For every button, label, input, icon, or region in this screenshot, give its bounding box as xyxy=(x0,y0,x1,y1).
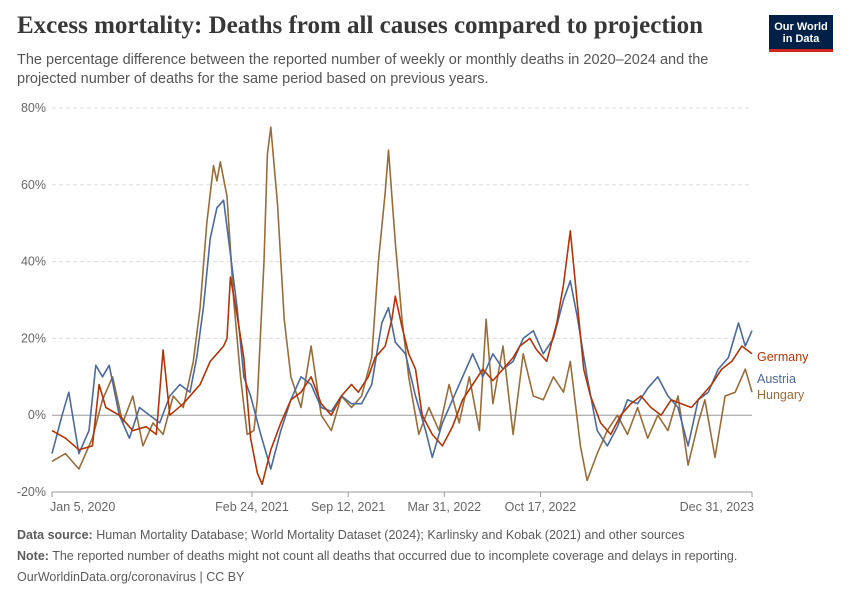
data-source-line: Data source: Human Mortality Database; W… xyxy=(17,528,684,542)
y-axis-ticks: -20% 0% 20% 40% 60% 80% xyxy=(17,101,46,499)
note-label: Note: xyxy=(17,549,49,563)
owid-logo[interactable]: Our World in Data xyxy=(769,15,833,52)
series-line-germany xyxy=(51,230,753,486)
y-tick-label: 60% xyxy=(21,178,46,192)
series-line-austria xyxy=(51,199,753,470)
y-tick-label: 0% xyxy=(28,408,46,422)
legend-label-germany: Germany xyxy=(757,350,809,364)
series-lines xyxy=(51,126,753,486)
legend: Germany Austria Hungary xyxy=(757,350,809,402)
credit-line: OurWorldinData.org/coronavirus | CC BY xyxy=(17,570,244,584)
legend-label-austria: Austria xyxy=(757,372,796,386)
x-tick-label: Dec 31, 2023 xyxy=(680,500,754,514)
logo-line-2: in Data xyxy=(782,33,820,45)
y-tick-label: 40% xyxy=(21,255,46,269)
note-text: The reported number of deaths might not … xyxy=(52,549,738,563)
x-tick-label: Oct 17, 2022 xyxy=(505,500,577,514)
series-line-hungary xyxy=(51,126,753,482)
data-source-text: Human Mortality Database; World Mortalit… xyxy=(96,528,685,542)
y-tick-label: -20% xyxy=(17,485,46,499)
data-source-label: Data source: xyxy=(17,528,93,542)
x-tick-label: Feb 24, 2021 xyxy=(215,500,289,514)
chart-title: Excess mortality: Deaths from all causes… xyxy=(17,12,703,39)
x-tick-label: Sep 12, 2021 xyxy=(311,500,385,514)
y-tick-label: 20% xyxy=(21,331,46,345)
logo-line-1: Our World xyxy=(774,21,828,33)
x-axis-ticks: Jan 5, 2020 Feb 24, 2021 Sep 12, 2021 Mar 3… xyxy=(50,491,754,514)
source-link[interactable]: OurWorldinData.org/coronavirus xyxy=(17,570,197,584)
x-tick-label: Jan 5, 2020 xyxy=(50,500,115,514)
y-tick-label: 80% xyxy=(21,101,46,115)
license-text: | CC BY xyxy=(199,570,245,584)
x-tick-label: Mar 31, 2022 xyxy=(407,500,481,514)
legend-label-hungary: Hungary xyxy=(757,388,805,402)
chart-subtitle: The percentage difference between the re… xyxy=(17,52,709,87)
note-line: Note: The reported number of deaths migh… xyxy=(17,549,737,563)
